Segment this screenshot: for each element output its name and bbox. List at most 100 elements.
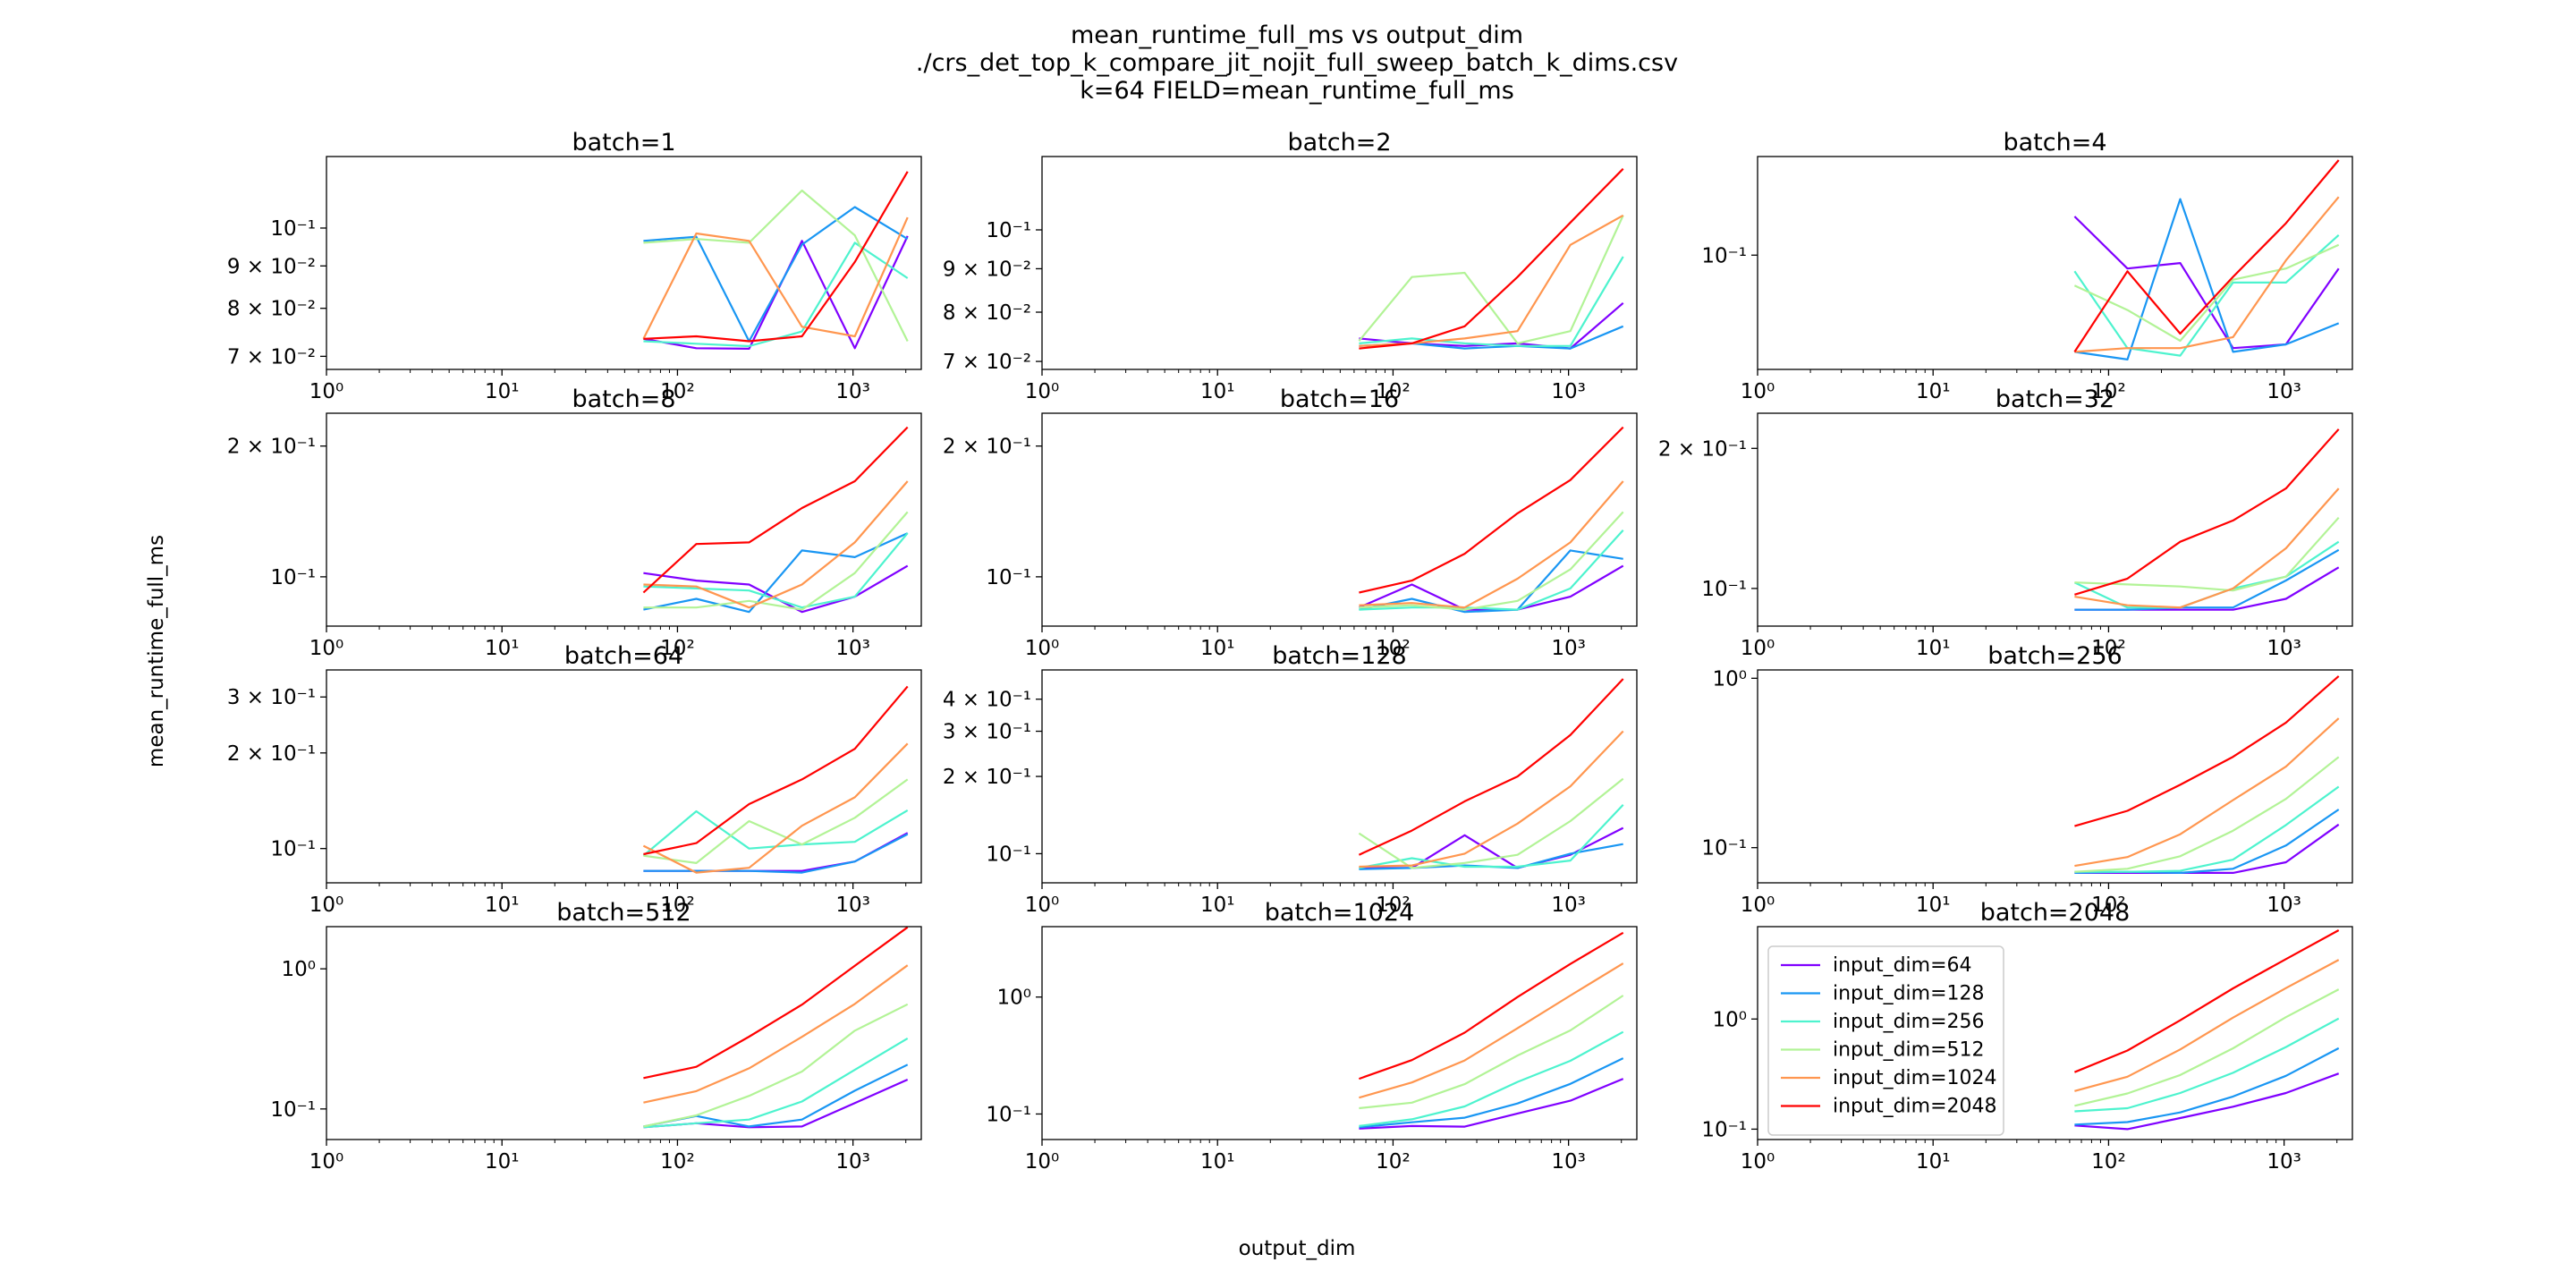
x-tick-label: 10³ [2267, 1150, 2301, 1174]
x-tick-label: 10⁰ [1741, 894, 1775, 917]
x-tick-label: 10² [1376, 380, 1411, 403]
y-tick-label: 8 × 10⁻² [227, 298, 316, 321]
series-line-input-dim-512 [2073, 243, 2340, 343]
series-line-input-dim-64 [2074, 1072, 2340, 1131]
subplot-title: batch=1024 [1265, 899, 1415, 927]
y-tick-label: 10⁻¹ [1701, 578, 1747, 601]
series-line-input-dim-2048 [643, 926, 909, 1080]
series-line-input-dim-1024 [643, 964, 909, 1104]
x-tick-label: 10² [2091, 380, 2126, 403]
x-tick-label: 10⁰ [309, 637, 344, 660]
x-tick-label: 10² [1376, 894, 1411, 917]
y-tick-label: 7 × 10⁻² [227, 345, 316, 369]
legend: input_dim=64 input_dim=128 input_dim=256in… [1767, 945, 2004, 1136]
axes-frame [1041, 669, 1638, 884]
series-line-input-dim-2048 [1359, 167, 1624, 350]
legend-label: input_dim=512 [1833, 1039, 1985, 1062]
series-line-input-dim-2048 [2073, 929, 2340, 1073]
legend-item-input-dim-128: input_dim=128 [1781, 983, 1985, 1005]
x-tick-label: 10³ [2267, 637, 2301, 660]
subplot-batch-4: 10⁰ 10¹ 10² 10³ 10⁻¹ batch=4 [1701, 129, 2353, 403]
subplot-title: batch=512 [556, 899, 691, 927]
axes-frame [326, 669, 922, 884]
x-tick-label: 10⁰ [1741, 380, 1775, 403]
x-tick-label: 10⁰ [1025, 894, 1060, 917]
y-tick-label: 10⁻¹ [1701, 244, 1747, 267]
legend-label: input_dim=64 [1833, 954, 1972, 977]
axes-frame [326, 926, 922, 1140]
y-tick-label: 10⁻¹ [1701, 1118, 1747, 1141]
y-tick-label: 10⁻¹ [986, 219, 1031, 242]
series-line-input-dim-128 [2074, 198, 2340, 360]
axes-frame [1041, 412, 1638, 627]
subplot-title: batch=256 [1987, 642, 2122, 670]
subplot-batch-8: 10⁰ 10¹ 10² 10³ 10⁻¹ 2 × 10⁻¹ batch=8 [227, 386, 922, 660]
suptitle-line-3: k=64 FIELD=mean_runtime_full_ms [1080, 77, 1514, 105]
series-line-input-dim-128 [2074, 809, 2340, 875]
legend-item-input-dim-64: input_dim=64 [1781, 954, 1972, 977]
x-tick-label: 10³ [1551, 894, 1586, 917]
series-line-input-dim-512 [1358, 777, 1624, 869]
subplot-title: batch=2048 [1980, 899, 2131, 927]
series-line-input-dim-1024 [1359, 480, 1624, 609]
series-line-input-dim-1024 [1359, 214, 1624, 347]
subplot-batch-16: 10⁰ 10¹ 10² 10³ 10⁻¹ 2 × 10⁻¹ batch=16 [943, 386, 1638, 660]
x-tick-label: 10¹ [1200, 380, 1235, 403]
series-line-input-dim-256 [2073, 233, 2340, 357]
y-tick-label: 3 × 10⁻¹ [227, 686, 316, 709]
legend-box [1767, 945, 2004, 1136]
x-tick-label: 10³ [835, 380, 870, 403]
x-tick-label: 10⁰ [309, 894, 344, 917]
x-tick-label: 10⁰ [1025, 380, 1060, 403]
x-tick-label: 10¹ [1200, 1150, 1235, 1174]
series-line-input-dim-128 [1359, 549, 1623, 614]
subplot-title: batch=128 [1272, 642, 1406, 670]
y-tick-label: 10⁰ [282, 958, 317, 981]
subplot-batch-256: 10⁰ 10¹ 10² 10³ 10⁻¹ 10⁰ batch=256 [1701, 642, 2353, 917]
series-line-input-dim-2048 [2073, 159, 2340, 353]
x-tick-label: 10³ [835, 894, 870, 917]
series-line-input-dim-64 [1359, 1078, 1624, 1130]
legend-item-input-dim-256: input_dim=256 [1781, 1011, 1985, 1033]
series-line-input-dim-1024 [2074, 959, 2340, 1092]
x-tick-label: 10⁰ [1741, 637, 1775, 660]
series-line-input-dim-1024 [642, 216, 909, 340]
subplot-grid: 10⁰ 10¹ 10² 10³ 7 × 10⁻² 8 × 10⁻² 9 × 10⁻² 10⁻¹… [227, 129, 2353, 1174]
y-tick-label: 9 × 10⁻² [943, 258, 1031, 281]
x-tick-label: 10³ [1551, 1150, 1586, 1174]
series-line-input-dim-256 [1359, 1030, 1624, 1127]
legend-label: input_dim=128 [1833, 983, 1985, 1005]
subplot-batch-64: 10⁰ 10¹ 10² 10³ 10⁻¹ 2 × 10⁻¹ 3 × 10⁻¹ batch=64 [227, 642, 922, 917]
series-line-input-dim-256 [2074, 785, 2340, 873]
legend-label: input_dim=1024 [1833, 1067, 1997, 1089]
y-tick-label: 7 × 10⁻² [943, 351, 1031, 374]
series-line-input-dim-128 [2074, 548, 2340, 611]
x-tick-label: 10⁰ [309, 380, 344, 403]
x-tick-label: 10⁰ [1025, 1150, 1060, 1174]
series-line-input-dim-128 [2074, 1046, 2340, 1126]
subplot-batch-512: 10⁰ 10¹ 10² 10³ 10⁻¹ 10⁰ batch=512 [270, 899, 922, 1174]
series-line-input-dim-512 [1359, 995, 1624, 1110]
x-tick-label: 10¹ [1200, 894, 1235, 917]
y-tick-label: 9 × 10⁻² [227, 255, 316, 278]
series-line-input-dim-512 [2074, 756, 2340, 873]
x-tick-label: 10³ [2267, 894, 2301, 917]
x-tick-label: 10² [660, 894, 695, 917]
series-line-input-dim-512 [643, 511, 909, 611]
legend-label: input_dim=2048 [1833, 1096, 1997, 1118]
series-line-input-dim-64 [1358, 564, 1624, 611]
axes-frame [326, 412, 922, 627]
x-tick-label: 10⁰ [1025, 637, 1060, 660]
series-line-input-dim-512 [1359, 511, 1624, 611]
x-tick-label: 10³ [1551, 637, 1586, 660]
subplot-batch-2048: 10⁰ 10¹ 10² 10³ 10⁻¹ 10⁰ batch=2048 [1701, 899, 2353, 1174]
series-line-input-dim-256 [1359, 804, 1624, 869]
y-tick-label: 10⁻¹ [270, 217, 316, 241]
suptitle: mean_runtime_full_ms vs output_dim ./crs… [916, 21, 1678, 105]
subplot-batch-32: 10⁰ 10¹ 10² 10³ 10⁻¹ 2 × 10⁻¹ batch=32 [1658, 386, 2353, 660]
axes-frame [326, 156, 922, 370]
y-tick-label: 10⁻¹ [270, 838, 316, 861]
x-tick-label: 10¹ [485, 637, 520, 660]
x-tick-label: 10² [2091, 894, 2126, 917]
x-tick-label: 10³ [835, 637, 870, 660]
